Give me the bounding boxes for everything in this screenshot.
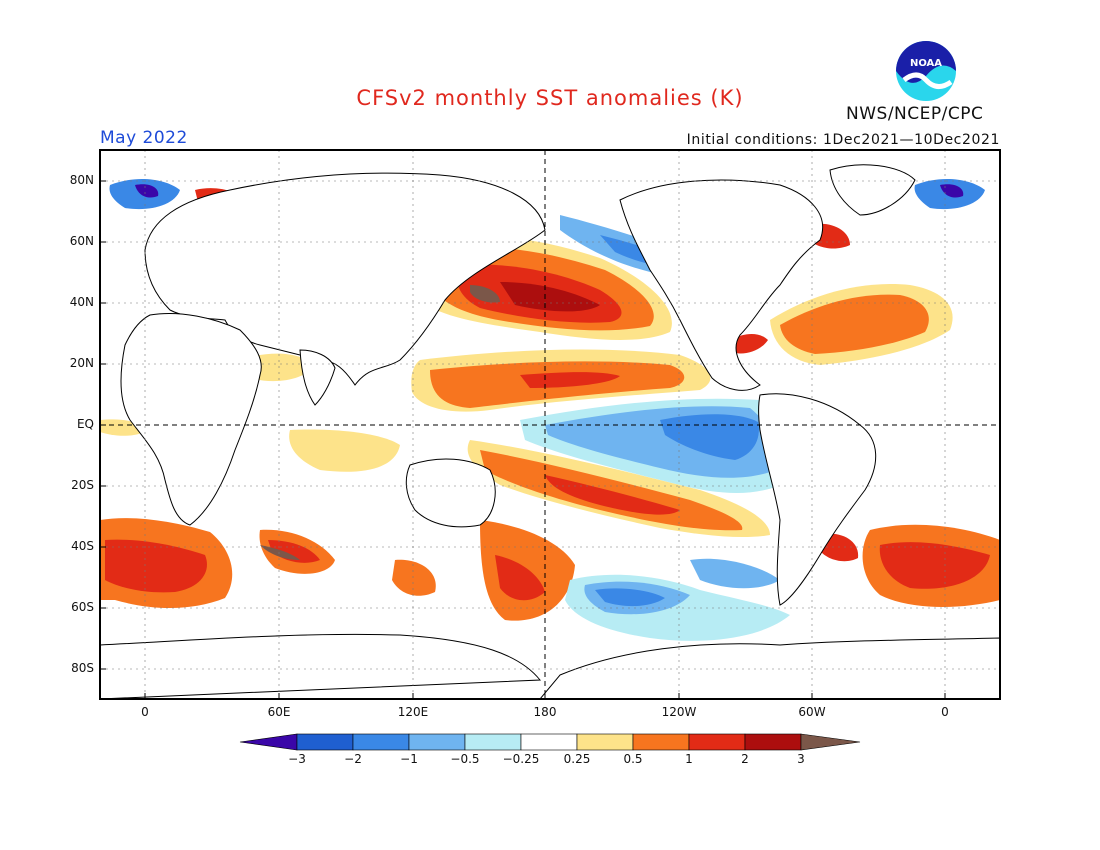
colorbar-label: −2 (344, 752, 362, 766)
noaa-logo: NOAA (896, 41, 956, 101)
colorbar-swatch (688, 733, 746, 751)
colorbar-swatch (352, 733, 410, 751)
colorbar-arrow-low (239, 733, 298, 751)
greenland-outline (829, 164, 916, 216)
india-outline (299, 349, 336, 406)
colorbar-swatch (408, 733, 466, 751)
colorbar-label: 1 (685, 752, 693, 766)
lon-label-180: 180 (533, 705, 557, 719)
gridlines (100, 150, 1000, 699)
lat-label-20n: 20N (69, 356, 94, 370)
agency-label: NWS/NCEP/CPC (846, 104, 984, 124)
forecast-month-label: May 2022 (100, 128, 188, 148)
eurasia-outline (144, 172, 546, 386)
colorbar-label: 0.5 (623, 752, 643, 766)
anomaly-east-pacific-cold (520, 398, 794, 494)
colorbar-swatch (464, 733, 522, 751)
map-title: CFSv2 monthly SST anomalies (K) (356, 86, 744, 110)
colorbar-swatch (576, 733, 634, 751)
colorbar-swatch (296, 733, 354, 751)
colorbar-label: −1 (400, 752, 418, 766)
colorbar-arrow-high (800, 733, 861, 751)
colorbar-label: 0.25 (563, 752, 591, 766)
lon-label-120w: 120W (661, 705, 697, 719)
lat-label-80s: 80S (71, 661, 94, 675)
lon-label-0-west: 0 (141, 705, 149, 719)
noaa-logo-text: NOAA (910, 58, 942, 69)
north-america-outline (619, 179, 824, 391)
lon-label-0-east: 0 (941, 705, 949, 719)
colorbar-label: 2 (741, 752, 749, 766)
anomaly-south-pacific-warm (467, 440, 770, 621)
lat-label-80n: 80N (69, 173, 94, 187)
axis-ticks (100, 180, 946, 699)
lat-label-60s: 60S (71, 600, 94, 614)
antarctica-outline (100, 633, 542, 699)
lon-label-60w: 60W (798, 705, 826, 719)
colorbar-label: −0.25 (502, 752, 540, 766)
colorbar-swatch (520, 733, 578, 751)
lat-label-40s: 40S (71, 539, 94, 553)
colorbar-swatch (744, 733, 802, 751)
colorbar (239, 733, 861, 751)
anomaly-southern-atlantic-warm (100, 518, 1000, 608)
colorbar-label: −3 (288, 752, 306, 766)
continents (100, 164, 1000, 699)
anomaly-north-atlantic-warm (730, 223, 953, 365)
colorbar-swatch (632, 733, 690, 751)
australia-outline (405, 458, 496, 528)
reference-lines (100, 150, 1000, 699)
colorbar-label: −0.5 (450, 752, 480, 766)
colorbar-label: 3 (797, 752, 805, 766)
lat-label-40n: 40N (69, 295, 94, 309)
lon-label-120e: 120E (397, 705, 429, 719)
africa-outline (120, 312, 262, 526)
initial-conditions-label: Initial conditions: 1Dec2021—10Dec2021 (686, 132, 1000, 148)
lat-label-20s: 20S (71, 478, 94, 492)
antarctica-outline-east (539, 637, 1000, 699)
lon-label-60e: 60E (267, 705, 291, 719)
lat-label-eq: EQ (76, 417, 94, 431)
lat-label-60n: 60N (69, 234, 94, 248)
